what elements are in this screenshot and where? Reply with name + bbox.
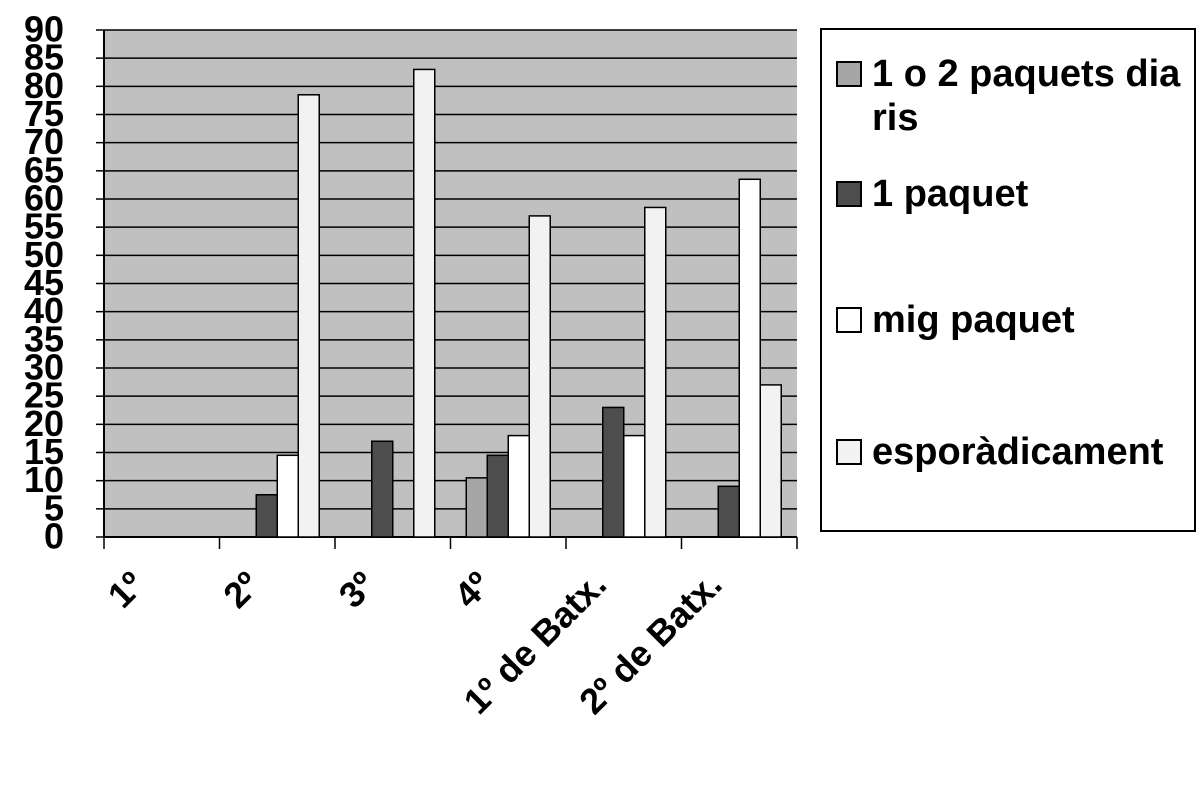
x-tick-label: 4º: [446, 563, 498, 615]
y-tick-label: 10: [24, 459, 64, 500]
bar: [255, 494, 278, 538]
y-tick-label: 15: [24, 431, 64, 472]
y-tick-label: 80: [24, 65, 64, 106]
x-tick-label: 1º: [100, 563, 152, 615]
legend-label: esporàdicament: [872, 431, 1164, 473]
x-tick-label: 3º: [331, 563, 383, 615]
y-tick-label: 90: [24, 9, 64, 50]
y-tick-label: 5: [44, 487, 64, 528]
y-tick-label: 35: [24, 318, 64, 359]
y-tick-label: 25: [24, 375, 64, 416]
y-tick-label: 60: [24, 178, 64, 219]
y-tick-label: 75: [24, 93, 64, 134]
bar: [602, 406, 625, 538]
y-tick-label: 40: [24, 290, 64, 331]
legend-entry: 1 paquet: [836, 172, 1196, 216]
legend-entry: mig paquet: [836, 298, 1196, 342]
y-tick-label: 30: [24, 347, 64, 388]
legend: 1 o 2 paquets diaris 1 paquet mig paquet es…: [820, 28, 1196, 532]
bar: [413, 68, 436, 538]
legend-swatch: [836, 307, 862, 333]
bar: [371, 440, 394, 538]
y-tick-label: 85: [24, 37, 64, 78]
legend-swatch: [836, 181, 862, 207]
y-tick-label: 20: [24, 403, 64, 444]
bar: [276, 454, 299, 538]
bar: [759, 384, 782, 538]
bar: [644, 206, 667, 538]
bar: [465, 477, 488, 538]
y-tick-label: 45: [24, 262, 64, 303]
legend-entry: esporàdicament: [836, 430, 1196, 474]
bar: [623, 434, 646, 538]
y-tick-label: 0: [44, 516, 64, 557]
bar: [738, 178, 761, 538]
bar: [297, 94, 320, 538]
legend-swatch: [836, 61, 862, 87]
bar: [507, 434, 530, 538]
legend-label: 1 paquet: [872, 173, 1029, 215]
y-tick-label: 70: [24, 121, 64, 162]
y-tick-label: 65: [24, 149, 64, 190]
legend-label: mig paquet: [872, 299, 1075, 341]
legend-entry: 1 o 2 paquets diaris: [836, 52, 1196, 140]
legend-label: 1 o 2 paquets diaris: [872, 53, 1181, 139]
bar: [486, 454, 509, 538]
x-tick-label: 2º: [215, 563, 267, 615]
bar: [528, 215, 551, 538]
y-tick-label: 50: [24, 234, 64, 275]
legend-swatch: [836, 439, 862, 465]
y-tick-label: 55: [24, 206, 64, 247]
bar: [717, 485, 740, 538]
